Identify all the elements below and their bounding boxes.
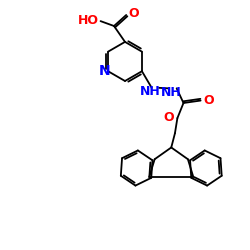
Text: O: O [128,7,139,20]
Text: NH: NH [140,85,161,98]
Text: O: O [164,111,174,124]
Text: O: O [203,94,214,107]
Text: N: N [98,64,110,78]
Text: HO: HO [78,14,98,27]
Text: NH: NH [161,86,182,98]
